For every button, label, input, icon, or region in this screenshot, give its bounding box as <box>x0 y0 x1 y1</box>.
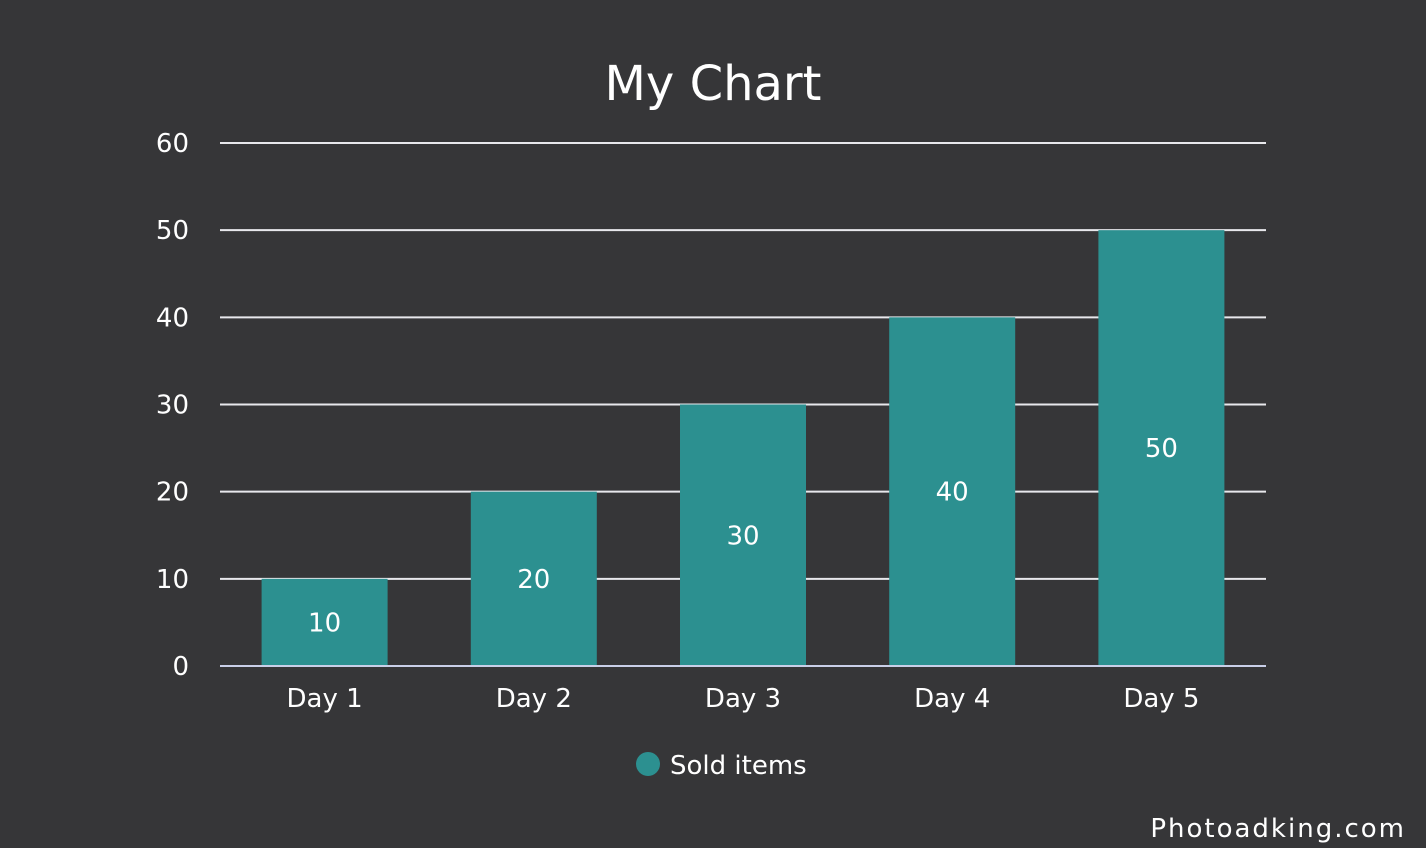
bar <box>889 317 1016 666</box>
y-tick-label: 20 <box>156 478 189 508</box>
legend-label-sold-items: Sold items <box>670 751 807 781</box>
bar <box>680 404 806 666</box>
watermark-text: Photoadking.com <box>1150 814 1406 844</box>
legend: Sold items <box>636 751 807 781</box>
chart-title: My Chart <box>605 56 822 112</box>
y-tick-label: 50 <box>156 216 189 246</box>
x-tick-label: Day 2 <box>496 684 572 714</box>
y-axis-ticks: 0 10 20 30 40 50 60 <box>156 129 189 682</box>
x-axis-ticks: Day 1 Day 2 Day 3 Day 4 Day 5 <box>287 684 1200 714</box>
x-tick-label: Day 1 <box>287 684 363 714</box>
bar-data-label: 20 <box>517 565 550 595</box>
x-tick-label: Day 3 <box>705 684 781 714</box>
x-tick-label: Day 4 <box>914 684 990 714</box>
y-tick-label: 40 <box>156 303 189 333</box>
x-tick-label: Day 5 <box>1123 684 1199 714</box>
bars: 10 20 30 40 50 <box>220 230 1266 667</box>
legend-swatch-sold-items <box>636 752 660 776</box>
bar-data-label: 40 <box>936 478 969 508</box>
bar-data-label: 30 <box>726 521 759 551</box>
y-tick-label: 10 <box>156 565 189 595</box>
y-tick-label: 0 <box>172 652 189 682</box>
y-tick-label: 30 <box>156 391 189 421</box>
bar <box>470 491 597 666</box>
y-tick-label: 60 <box>156 129 189 159</box>
bar-data-label: 10 <box>308 608 341 638</box>
bar <box>261 578 388 666</box>
bar-data-label: 50 <box>1145 434 1178 464</box>
bar <box>1098 230 1225 666</box>
